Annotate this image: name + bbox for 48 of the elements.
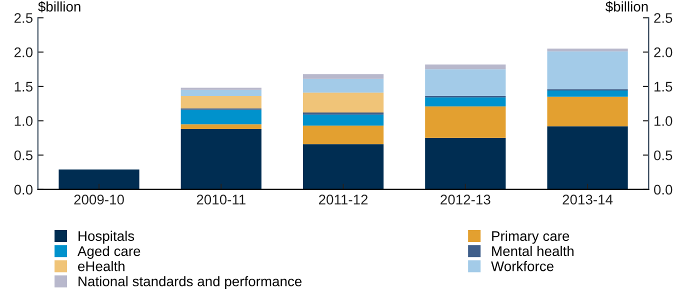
y2-tick-label: 2.0	[654, 47, 672, 58]
y-tick-label: 0.5	[14, 150, 33, 160]
bar	[425, 106, 506, 138]
bar	[180, 90, 262, 96]
bar	[547, 48, 628, 52]
legend-label: National standards and performance	[78, 276, 302, 290]
y-tick-label: 1.0	[14, 116, 33, 126]
legend-label: Hospitals	[78, 230, 134, 244]
legend-label: Primary care	[492, 230, 570, 244]
y2-tick-label: 0.5	[654, 150, 672, 160]
y-tick-label: 0.0	[14, 184, 33, 195]
legend-label: eHealth	[78, 261, 124, 272]
bar	[547, 96, 628, 126]
bar	[425, 97, 506, 106]
y-tick-label: 2.5	[14, 13, 33, 23]
bar	[58, 170, 140, 190]
bar	[302, 92, 384, 113]
x-tick-label: 2013-14	[562, 194, 613, 205]
y2-axis-title: $billion	[606, 1, 648, 12]
bar	[302, 114, 384, 126]
y-tick-label: 1.5	[14, 82, 33, 92]
bar	[180, 129, 262, 190]
x-tick-label: 2011-12	[319, 194, 368, 205]
bar	[180, 124, 262, 130]
bar	[425, 69, 506, 96]
y2-tick-label: 2.5	[654, 13, 672, 23]
bar	[180, 110, 262, 124]
legend-label: Aged care	[77, 246, 140, 259]
bar	[180, 96, 262, 108]
y2-tick-label: 0.0	[654, 184, 672, 195]
bar	[302, 144, 384, 190]
y2-tick-label: 1.5	[654, 82, 672, 92]
bar	[302, 126, 384, 144]
bar	[547, 126, 628, 190]
legend-label: Mental health	[492, 246, 574, 256]
x-tick-label: 2012-13	[440, 194, 490, 205]
bar	[302, 78, 384, 93]
legend-label: Workforce	[491, 261, 554, 272]
bar	[547, 90, 628, 97]
bar	[302, 74, 384, 79]
bar	[425, 138, 506, 190]
x-tick-label: 2009-10	[74, 194, 124, 205]
x-tick-label: 2010-11	[196, 194, 246, 205]
y-tick-label: 2.0	[14, 47, 33, 58]
y2-tick-label: 1.0	[654, 116, 672, 126]
bar	[547, 51, 628, 90]
y-axis-title: $billion	[38, 1, 80, 12]
bar	[425, 64, 506, 70]
